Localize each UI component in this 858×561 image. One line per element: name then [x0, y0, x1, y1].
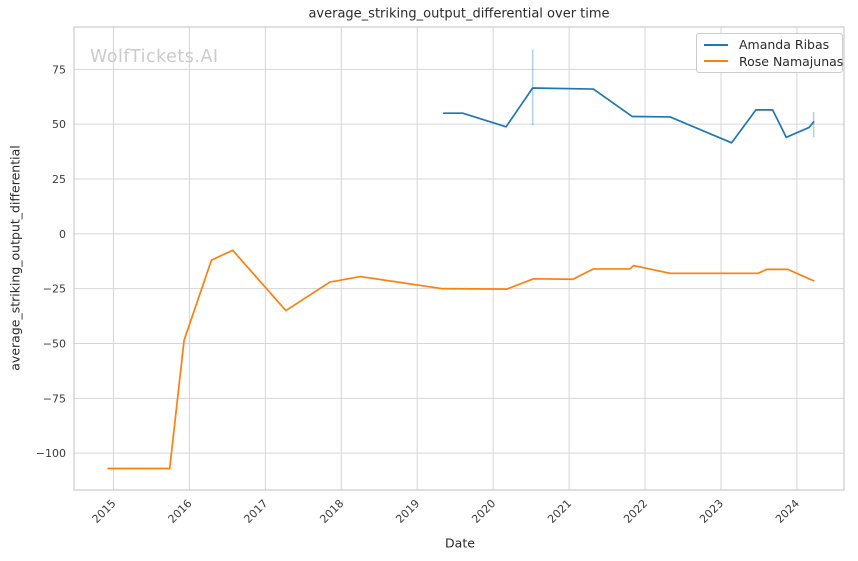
legend-line-swatch-amanda-ribas: [704, 43, 728, 46]
y-tick-label: −50: [43, 337, 66, 350]
x-tick-label: 2021: [545, 497, 574, 526]
x-tick-label: 2023: [697, 497, 726, 526]
y-tick-label: 50: [52, 118, 66, 131]
x-tick-label: 2016: [166, 497, 195, 526]
x-tick-label: 2017: [241, 497, 270, 526]
series-line-amanda-ribas: [442, 87, 815, 144]
x-axis-label: Date: [445, 535, 475, 551]
x-tick-label: 2015: [90, 497, 119, 526]
y-tick-label: −25: [43, 283, 66, 296]
y-tick-label: −75: [43, 392, 66, 405]
legend-line-swatch-rose-namajunas: [704, 60, 728, 63]
y-tick-label: 75: [52, 63, 66, 76]
x-tick-label: 2020: [469, 497, 498, 526]
x-tick-label: 2019: [393, 497, 422, 526]
legend-label: Rose Namajunas: [739, 53, 844, 69]
x-tick-label: 2022: [621, 497, 650, 526]
y-tick-label: 0: [59, 228, 66, 241]
legend: Amanda Ribas Rose Namajunas: [696, 33, 843, 73]
x-tick-label: 2024: [773, 497, 802, 526]
watermark: WolfTickets.AI: [90, 47, 219, 67]
y-axis-label: average_striking_output_differential: [7, 145, 23, 371]
x-tick-label: 2018: [317, 497, 346, 526]
series-line-rose-namajunas: [107, 249, 815, 470]
legend-item-rose-namajunas: Rose Namajunas: [704, 54, 843, 69]
y-tick-label: −100: [36, 447, 66, 460]
axes-spines: [73, 26, 845, 491]
legend-item-amanda-ribas: Amanda Ribas: [704, 37, 835, 52]
chart-title: average_striking_output_differential ove…: [308, 6, 610, 22]
legend-label: Amanda Ribas: [739, 37, 830, 53]
y-tick-label: 25: [52, 173, 66, 186]
